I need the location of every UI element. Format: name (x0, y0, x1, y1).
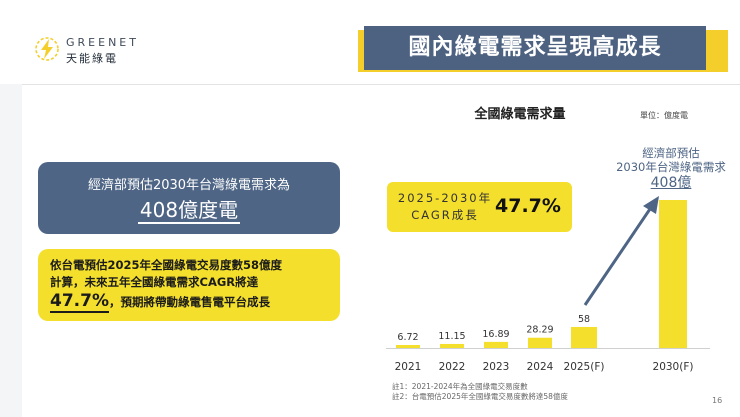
forecast-box: 經濟部預估2030年台灣綠電需求為 408億度電 (38, 162, 340, 234)
brand-name-en: GREENET (66, 36, 139, 49)
growth-arrow-head (643, 196, 659, 214)
category-label-2024: 2024 (527, 361, 554, 373)
annotation-value: 408億 (650, 175, 692, 191)
footnote-1: 註1：2021-2024年為全國綠電交易度數 (392, 382, 528, 391)
brand-logo: GREENET 天能綠電 (34, 34, 144, 68)
slide-title: 國內綠電需求呈現高成長 (364, 26, 706, 70)
cagr-value: 47.7% (495, 195, 561, 217)
category-label-2021: 2021 (395, 361, 422, 373)
value-label-2025(F): 58 (578, 314, 590, 325)
category-label-2022: 2022 (439, 361, 466, 373)
bar-2030(F) (659, 200, 687, 348)
chart-title: 全國綠電需求量 (474, 107, 566, 122)
footnote-2: 註2：台電預估2025年全國綠電交易度數將達58億度 (392, 392, 568, 401)
growth-arrow (583, 205, 654, 306)
bar-2024 (528, 337, 552, 348)
forecast-value: 408億度電 (137, 198, 241, 224)
left-band (0, 0, 22, 417)
forecast-annotation: 經濟部預估 2030年台灣綠電需求 408億 (606, 146, 736, 192)
value-label-2023: 16.89 (482, 329, 509, 340)
annotation-line-2: 2030年台灣綠電需求 (616, 160, 726, 174)
cagr-label-line-1: 2025-2030年 (397, 191, 493, 205)
forecast-value-line: 408億度電 (38, 194, 340, 224)
bar-2021 (396, 345, 420, 348)
bar-2025(F) (571, 326, 597, 348)
note-cagr-value: 47.7% (50, 291, 109, 313)
annotation-line-1: 經濟部預估 (642, 146, 700, 160)
forecast-text: 經濟部預估2030年台灣綠電需求為 (87, 178, 291, 193)
note-line-2: 計算，未來五年全國綠電需求CAGR將達 (50, 275, 259, 289)
category-label-2025(F): 2025(F) (564, 361, 605, 373)
header-divider (22, 84, 740, 85)
cagr-callout: 2025-2030年 CAGR成長 47.7% (387, 182, 572, 232)
lightning-bolt-icon (35, 37, 59, 61)
bar-2022 (440, 343, 464, 348)
note-line-3: 47.7%，預期將帶動綠電售電平台成長 (50, 291, 270, 313)
note-line-1: 依台電預估2025年全國綠電交易度數58億度 (50, 258, 283, 272)
note-line-3-rest: ，預期將帶動綠電售電平台成長 (108, 295, 270, 309)
bar-2023 (484, 341, 508, 348)
category-label-2030(F): 2030(F) (653, 361, 694, 373)
value-label-2021: 6.72 (397, 332, 418, 343)
cagr-note-box: 依台電預估2025年全國綠電交易度數58億度 計算，未來五年全國綠電需求CAGR… (38, 249, 340, 321)
footnotes: 註1：2021-2024年為全國綠電交易度數 註2：台電預估2025年全國綠電交… (392, 382, 568, 402)
demand-bar-chart: 6.72 2021 11.15 2022 16.89 2023 28.29 2024 58 202… (386, 196, 710, 373)
chart-unit-label: 單位：億度電 (640, 111, 688, 120)
cagr-label-line-2: CAGR成長 (411, 208, 479, 222)
brand-name-zh: 天能綠電 (66, 52, 118, 65)
page-number: 16 (712, 396, 723, 405)
category-label-2023: 2023 (483, 361, 510, 373)
value-label-2022: 11.15 (438, 331, 465, 342)
value-label-2024: 28.29 (526, 325, 553, 336)
